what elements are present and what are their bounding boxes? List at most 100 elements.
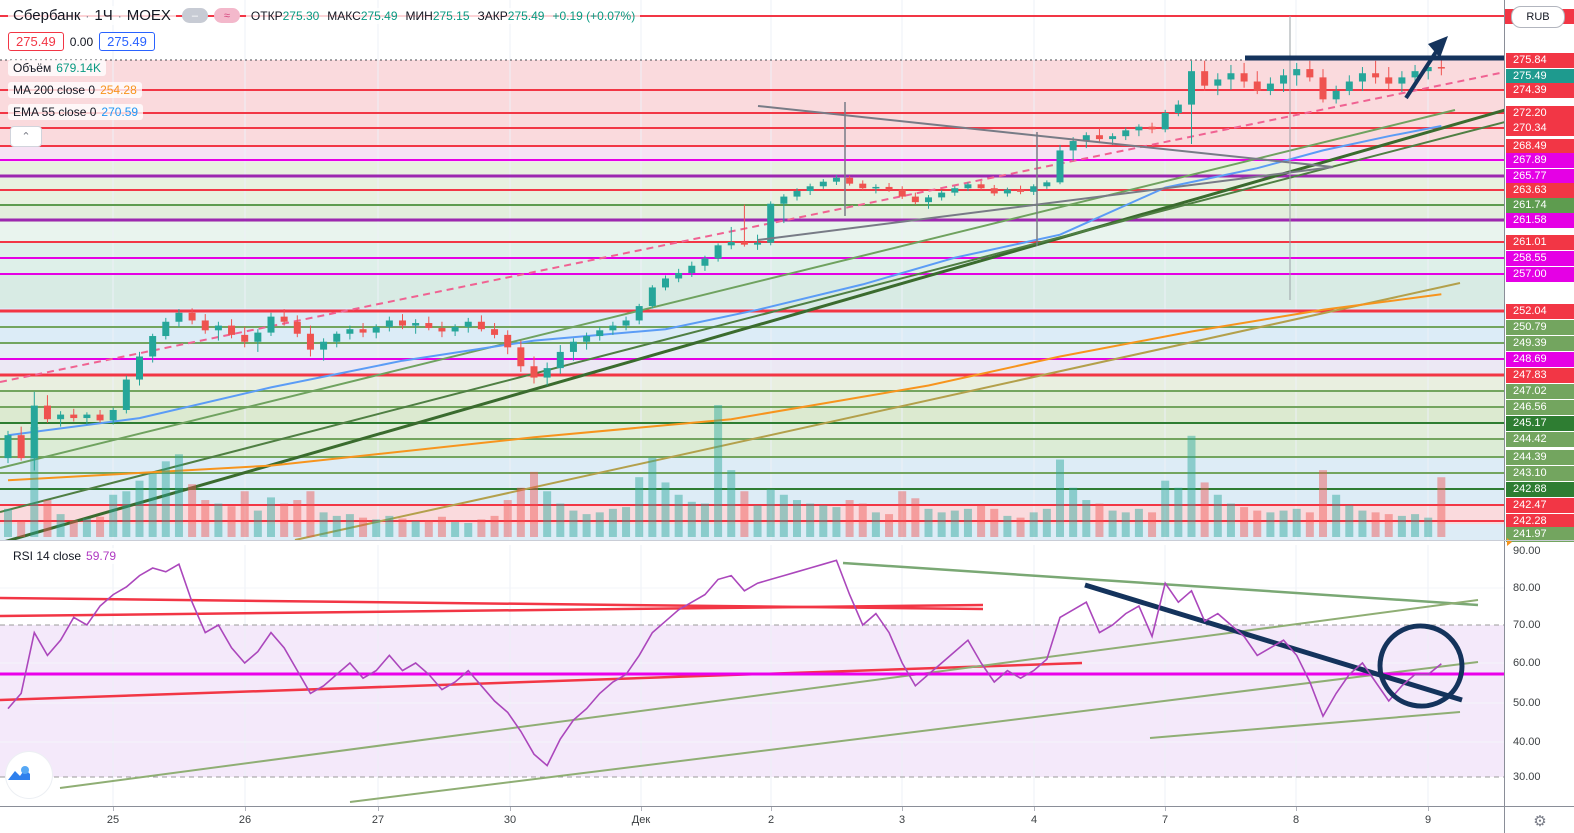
rsi-value: 59.79 bbox=[86, 549, 117, 563]
rsi-label: RSI 14 close bbox=[13, 549, 82, 563]
price-axis-label: 275.84 bbox=[1506, 53, 1574, 68]
rsi-axis-label: 60.00 bbox=[1513, 657, 1541, 669]
wave-icon[interactable]: ≈ bbox=[213, 8, 240, 23]
time-axis-tick bbox=[771, 807, 772, 811]
price-axis-label: 242.28 bbox=[1506, 514, 1574, 529]
ma200-value: 254.28 bbox=[100, 83, 137, 97]
axis-settings-button[interactable]: ⚙ bbox=[1504, 806, 1574, 833]
rsi-axis-label: 80.00 bbox=[1513, 582, 1541, 594]
low-value: 275.15 bbox=[432, 8, 470, 23]
price-axis-label: 244.42 bbox=[1506, 432, 1574, 447]
close-label: ЗАКР bbox=[477, 8, 508, 23]
volume-value: 679.14K bbox=[56, 61, 101, 75]
price-axis-label: 261.58 bbox=[1506, 213, 1574, 228]
price-axis[interactable]: RUB 275.84 275.49 274.39 272.20 270.34 268.49… bbox=[1504, 0, 1574, 806]
low-label: МИН bbox=[405, 8, 433, 23]
time-axis-label: 3 bbox=[898, 814, 906, 826]
ma200-legend[interactable]: MA 200 close 0 254.28 bbox=[8, 82, 142, 98]
symbol-legend[interactable]: Сбербанк · 1Ч · MOEX bbox=[8, 6, 176, 25]
price-axis-label: 261.74 bbox=[1506, 198, 1574, 213]
price-axis-label: 241.97 bbox=[1506, 527, 1574, 542]
close-value: 275.49 bbox=[507, 8, 545, 23]
change-value: +0.19 (+0.07%) bbox=[552, 8, 636, 23]
price-axis-label: 244.39 bbox=[1506, 450, 1574, 465]
time-axis-tick bbox=[378, 807, 379, 811]
interval-label[interactable]: 1Ч bbox=[94, 7, 113, 24]
rsi-axis-label: 30.00 bbox=[1513, 771, 1541, 783]
time-axis-tick bbox=[510, 807, 511, 811]
time-axis-label: 9 bbox=[1424, 814, 1432, 826]
price-axis-label: 249.39 bbox=[1506, 336, 1574, 351]
rsi-axis-label: 40.00 bbox=[1513, 736, 1541, 748]
collapse-legend-button[interactable]: ⌃ bbox=[10, 126, 42, 147]
price-axis-label: 263.63 bbox=[1506, 183, 1574, 198]
ohlc-readout: ОТКР275.30 МАКС275.49 МИН275.15 ЗАКР275.… bbox=[245, 7, 641, 24]
time-axis-label: 2 bbox=[767, 814, 775, 826]
pane-separator[interactable] bbox=[0, 540, 1574, 541]
price-axis-label: 242.47 bbox=[1506, 498, 1574, 513]
ema55-legend[interactable]: EMA 55 close 0 270.59 bbox=[8, 104, 144, 120]
sell-price-button[interactable]: 275.49 bbox=[8, 32, 64, 51]
time-axis-tick bbox=[1034, 807, 1035, 811]
price-axis-label: 265.77 bbox=[1506, 169, 1574, 184]
price-axis-label: 275.49 bbox=[1506, 69, 1574, 84]
price-axis-label: 274.39 bbox=[1506, 83, 1574, 98]
rsi-axis-label: 90.00 bbox=[1513, 545, 1541, 557]
time-axis-tick bbox=[113, 807, 114, 811]
rsi-axis-label: 50.00 bbox=[1513, 697, 1541, 709]
time-axis-tick bbox=[1428, 807, 1429, 811]
time-axis[interactable]: 25 26 27 30 Дек 2 3 4 7 8 9 bbox=[0, 806, 1574, 833]
minimize-icon[interactable]: – bbox=[181, 8, 208, 23]
logo-icon bbox=[8, 766, 30, 780]
price-axis-label: 270.34 bbox=[1506, 121, 1574, 136]
tradingview-logo[interactable] bbox=[6, 752, 52, 798]
price-axis-label: 268.49 bbox=[1506, 139, 1574, 154]
time-axis-tick bbox=[902, 807, 903, 811]
time-axis-label: Дек bbox=[631, 814, 651, 826]
ma-marker-icon bbox=[1507, 538, 1512, 546]
rsi-pane[interactable] bbox=[0, 540, 1504, 806]
price-axis-label: 242.88 bbox=[1506, 482, 1574, 497]
price-axis-label: 261.01 bbox=[1506, 235, 1574, 250]
price-axis-label: 258.55 bbox=[1506, 251, 1574, 266]
price-axis-label: 247.83 bbox=[1506, 368, 1574, 383]
time-axis-label: 8 bbox=[1292, 814, 1300, 826]
price-axis-label: 248.69 bbox=[1506, 352, 1574, 367]
price-axis-label: 267.89 bbox=[1506, 153, 1574, 168]
price-axis-label: 247.02 bbox=[1506, 384, 1574, 399]
price-axis-label: 272.20 bbox=[1506, 106, 1574, 121]
time-axis-tick bbox=[1296, 807, 1297, 811]
time-axis-label: 27 bbox=[371, 814, 385, 826]
high-value: 275.49 bbox=[360, 8, 398, 23]
gear-icon: ⚙ bbox=[1533, 812, 1547, 830]
time-axis-label: 4 bbox=[1030, 814, 1038, 826]
separator-dot: · bbox=[117, 8, 122, 23]
volume-legend[interactable]: Объём 679.14K bbox=[8, 60, 106, 76]
high-label: МАКС bbox=[327, 8, 361, 23]
time-axis-label: 7 bbox=[1161, 814, 1169, 826]
price-axis-label: 250.79 bbox=[1506, 320, 1574, 335]
time-axis-label: 25 bbox=[106, 814, 120, 826]
price-axis-label: 245.17 bbox=[1506, 416, 1574, 431]
ma200-label: MA 200 close 0 bbox=[13, 83, 96, 97]
ema55-label: EMA 55 close 0 bbox=[13, 105, 97, 119]
symbol-name: Сбербанк bbox=[13, 7, 81, 24]
time-axis-tick bbox=[245, 807, 246, 811]
currency-button[interactable]: RUB bbox=[1511, 6, 1565, 28]
separator-dot: · bbox=[85, 8, 90, 23]
price-axis-label: 257.00 bbox=[1506, 267, 1574, 282]
price-axis-label: 252.04 bbox=[1506, 304, 1574, 319]
price-axis-label: 243.10 bbox=[1506, 466, 1574, 481]
time-axis-label: 30 bbox=[503, 814, 517, 826]
rsi-legend[interactable]: RSI 14 close 59.79 bbox=[8, 548, 122, 564]
time-axis-label: 26 bbox=[238, 814, 252, 826]
open-label: ОТКР bbox=[250, 8, 283, 23]
ema55-value: 270.59 bbox=[101, 105, 139, 119]
time-axis-tick bbox=[641, 807, 642, 811]
spread-value: 0.00 bbox=[69, 34, 94, 49]
price-pane[interactable] bbox=[0, 0, 1504, 540]
buy-price-button[interactable]: 275.49 bbox=[99, 32, 155, 51]
rsi-axis-label: 70.00 bbox=[1513, 619, 1541, 631]
open-value: 275.30 bbox=[282, 8, 320, 23]
